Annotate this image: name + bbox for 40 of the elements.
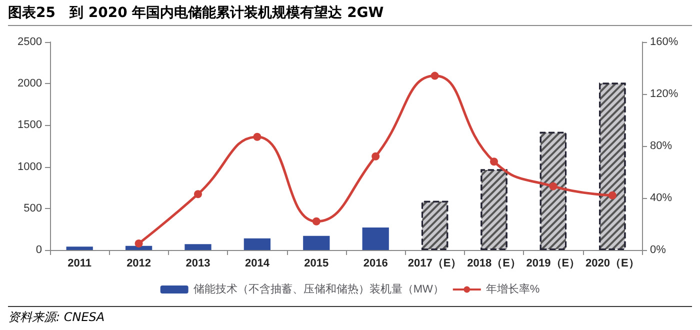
x-tick-label: 2014 (244, 258, 270, 270)
y-tick-label: 2500 (18, 36, 42, 48)
legend-label: 年增长率% (486, 282, 540, 296)
y-tick-label: 500 (24, 202, 42, 214)
point (490, 158, 498, 166)
point (253, 132, 262, 141)
x-tick-label: 2017（E） (408, 258, 462, 270)
x-tick-label: 2011 (68, 258, 92, 270)
y2-tick-label: 0% (650, 244, 666, 256)
point (312, 217, 320, 226)
bar (244, 238, 271, 250)
point (608, 191, 616, 200)
y-tick-label: 1500 (18, 119, 42, 132)
x-tick-label: 2019（E） (526, 258, 580, 270)
chart-title: 图表25 到 2020 年国内电储能累计装机规模有望达 2GW (8, 4, 692, 26)
text: 资料来源: CNESA (8, 306, 692, 326)
bar (184, 244, 212, 250)
x-tick-label: 2015 (304, 258, 329, 270)
bar (303, 236, 330, 250)
x-tick-label: 2020（E） (585, 258, 640, 270)
legend-label: 储能技术（不含抽蓄、压储和储热）装机量（MW） (193, 282, 444, 296)
x-tick-label: 2013 (186, 258, 210, 270)
y2-tick-label: 80% (650, 140, 672, 152)
point (194, 190, 202, 198)
y-tick-label: 0 (36, 244, 42, 256)
point (134, 240, 143, 248)
y-tick-label: 2000 (18, 78, 42, 90)
point (430, 72, 439, 80)
bar (66, 246, 93, 250)
point (372, 152, 380, 160)
y2-tick-label: 40% (650, 192, 672, 204)
x-tick-label: 2012 (126, 258, 152, 270)
bar (362, 228, 389, 250)
y2-tick-label: 120% (650, 88, 678, 100)
x-tick-label: 2016 (363, 258, 388, 270)
y-tick-label: 1000 (18, 160, 42, 173)
bar (125, 246, 152, 250)
x-tick-label: 2018（E） (467, 258, 521, 270)
point (549, 182, 558, 190)
y2-tick-label: 160% (650, 36, 678, 48)
